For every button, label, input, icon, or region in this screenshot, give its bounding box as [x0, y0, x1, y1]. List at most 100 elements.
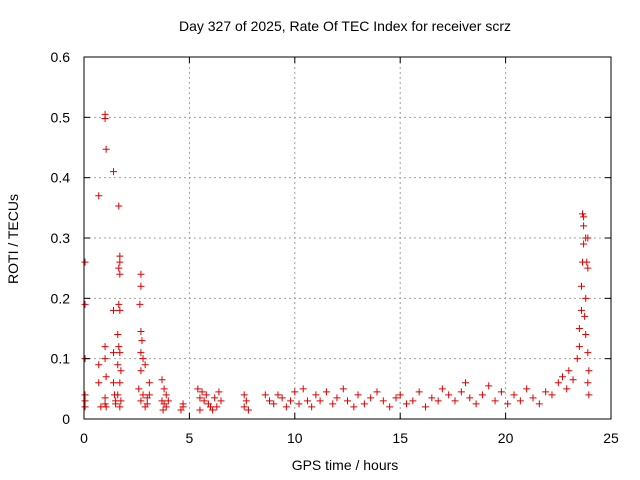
data-point	[213, 403, 221, 411]
data-point	[141, 403, 149, 411]
data-point	[137, 349, 145, 357]
data-point	[584, 234, 592, 242]
data-point	[457, 388, 465, 396]
y-tick-label: 0	[62, 411, 70, 427]
x-axis-label: GPS time / hours	[292, 457, 399, 473]
data-point	[196, 394, 204, 402]
data-point	[110, 306, 118, 314]
data-point	[282, 403, 290, 411]
data-point	[81, 391, 89, 399]
data-point	[102, 403, 110, 411]
data-point	[575, 325, 583, 332]
data-points	[81, 110, 593, 414]
data-point	[573, 355, 581, 363]
data-point	[110, 379, 118, 387]
data-point	[535, 400, 543, 408]
y-tick-label: 0.6	[51, 49, 71, 65]
data-point	[485, 382, 493, 390]
data-point	[81, 397, 89, 405]
x-tick-label: 10	[287, 430, 303, 446]
data-point	[115, 343, 123, 351]
data-point	[542, 388, 550, 396]
data-point	[114, 331, 122, 339]
data-point	[266, 397, 274, 405]
data-point	[137, 282, 145, 290]
data-point	[95, 192, 103, 200]
data-point	[565, 367, 573, 375]
data-point	[581, 312, 589, 320]
data-point	[141, 361, 149, 369]
data-point	[584, 264, 592, 272]
data-point	[278, 394, 286, 402]
data-point	[379, 397, 387, 405]
y-tick-label: 0.2	[51, 290, 71, 306]
data-point	[333, 394, 341, 402]
data-point	[145, 379, 153, 387]
data-point	[434, 397, 442, 405]
y-tick-label: 0.3	[51, 230, 71, 246]
data-point	[162, 391, 170, 399]
data-point	[244, 406, 252, 414]
data-point	[81, 300, 89, 308]
data-point	[137, 328, 145, 336]
data-point	[322, 388, 330, 396]
data-point	[137, 270, 145, 278]
data-point	[139, 391, 147, 399]
grid-lines	[84, 57, 611, 419]
data-point	[373, 388, 381, 396]
data-point	[577, 282, 585, 290]
data-point	[135, 385, 143, 393]
data-point	[445, 391, 453, 399]
data-point	[339, 385, 347, 393]
data-point	[312, 391, 320, 399]
data-point	[242, 397, 250, 405]
data-point	[421, 403, 429, 411]
data-point	[102, 373, 110, 381]
data-point	[240, 403, 248, 411]
data-point	[585, 367, 593, 375]
data-point	[350, 403, 358, 411]
data-point	[510, 391, 518, 399]
y-tick-label: 0.4	[51, 170, 71, 186]
data-point	[584, 349, 592, 357]
data-point	[438, 385, 446, 393]
data-point	[102, 145, 110, 153]
data-point	[200, 397, 208, 405]
data-point	[217, 397, 225, 405]
data-point	[582, 294, 590, 302]
data-point	[367, 394, 375, 402]
data-point	[101, 400, 109, 408]
x-tick-label: 15	[392, 430, 408, 446]
data-point	[466, 394, 474, 402]
data-point	[116, 403, 124, 411]
data-point	[209, 406, 217, 414]
data-point	[240, 391, 248, 399]
data-point	[580, 240, 588, 248]
data-point	[81, 403, 89, 411]
data-point	[472, 400, 480, 408]
data-point	[386, 403, 394, 411]
data-point	[396, 391, 404, 399]
data-point	[523, 385, 531, 393]
data-point	[116, 306, 124, 314]
data-point	[138, 337, 146, 345]
data-point	[95, 379, 103, 387]
axis-ticks: 0 5 10 15 20 25 0 0.1 0.2 0.3 0.4 0.5 0.6	[51, 49, 619, 446]
data-point	[101, 394, 109, 402]
data-point	[116, 270, 124, 278]
data-point	[137, 367, 145, 375]
data-point	[139, 355, 147, 363]
data-point	[580, 213, 588, 221]
data-point	[360, 400, 368, 408]
data-point	[504, 400, 512, 408]
data-point	[478, 391, 486, 399]
data-point	[194, 385, 202, 393]
data-point	[114, 391, 122, 399]
data-point	[451, 397, 459, 405]
data-point	[114, 361, 122, 369]
data-point	[117, 397, 125, 405]
data-point	[158, 376, 166, 384]
data-point	[136, 300, 144, 308]
data-point	[575, 343, 583, 351]
